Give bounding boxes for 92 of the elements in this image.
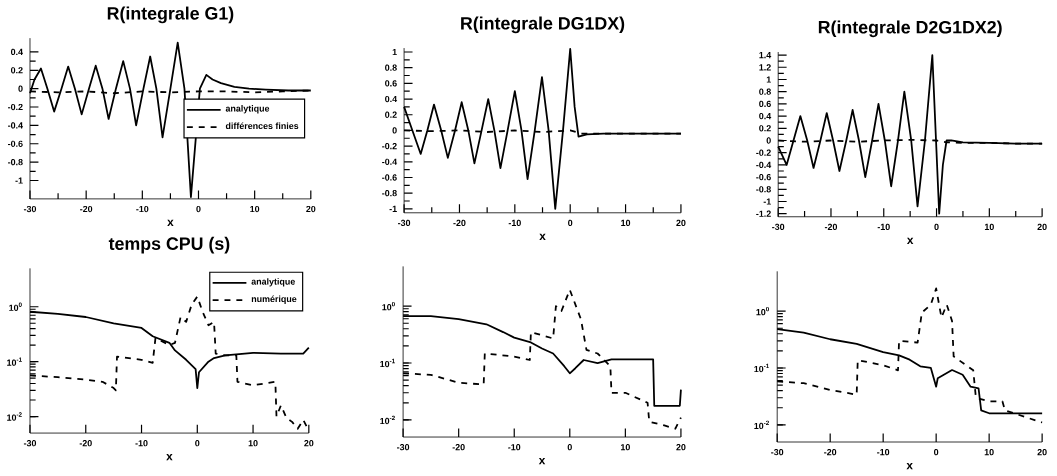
x-axis-title: x bbox=[167, 219, 174, 227]
y-tick-label: 10$^{0}$ bbox=[382, 302, 395, 311]
y-tick-label: 0.8 bbox=[759, 88, 771, 95]
x-tick-label: 20 bbox=[1037, 223, 1047, 231]
y-tick-label: 0 bbox=[18, 85, 23, 92]
x-axis-title: x bbox=[906, 237, 914, 245]
x-tick-label: -20 bbox=[824, 449, 837, 456]
x-tick-label: 10 bbox=[984, 223, 994, 231]
chart-title: R(integrale G1) bbox=[107, 6, 234, 24]
y-tick-label: -0.8 bbox=[382, 190, 397, 197]
y-tick-label: -0.2 bbox=[8, 103, 23, 111]
x-tick-label: -20 bbox=[824, 223, 838, 231]
x-tick-label: -30 bbox=[772, 223, 785, 231]
x-tick-label: -30 bbox=[771, 449, 784, 456]
y-tick-label: 0.4 bbox=[10, 48, 23, 56]
x-tick-label: -20 bbox=[80, 205, 93, 213]
x-tick-label: 0 bbox=[195, 440, 200, 447]
y-tick-label: -0.2 bbox=[756, 149, 771, 156]
y-tick-label: -1 bbox=[763, 198, 771, 205]
y-tick-label: 10$^{-2}$ bbox=[380, 415, 395, 425]
y-tick-label: 10$^{-1}$ bbox=[7, 357, 22, 366]
x-tick-label: 0 bbox=[934, 223, 939, 231]
x-tick-label: 0 bbox=[567, 444, 572, 451]
y-tick-label: 10$^{0}$ bbox=[756, 306, 769, 316]
x-tick-label: 10 bbox=[250, 205, 260, 213]
x-axis-title: x bbox=[539, 233, 546, 241]
x-axis-title: x bbox=[166, 454, 173, 461]
x-tick-label: -10 bbox=[135, 440, 148, 447]
y-tick-label: 10$^{-1}$ bbox=[754, 363, 770, 373]
y-tick-label: -1 bbox=[389, 205, 397, 213]
legend-label: différences finies bbox=[225, 122, 299, 130]
x-tick-label: 10 bbox=[984, 449, 994, 456]
y-tick-label: -0.6 bbox=[8, 140, 23, 148]
x-tick-label: -20 bbox=[452, 444, 465, 451]
y-tick-label: -0.4 bbox=[756, 161, 772, 169]
x-tick-label: 20 bbox=[676, 444, 686, 451]
y-tick-label: -0.8 bbox=[756, 186, 771, 193]
legend-label: analytique bbox=[251, 278, 295, 287]
x-tick-label: 20 bbox=[676, 219, 686, 227]
x-tick-label: 20 bbox=[306, 205, 316, 213]
y-tick-label: -0.8 bbox=[8, 159, 23, 166]
x-tick-label: -10 bbox=[508, 219, 521, 227]
y-tick-label: 0.4 bbox=[385, 96, 398, 103]
x-tick-label: 20 bbox=[1037, 449, 1047, 456]
y-tick-label: 10$^{-1}$ bbox=[380, 358, 395, 368]
x-tick-label: -10 bbox=[877, 449, 890, 456]
y-tick-label: 0.2 bbox=[385, 111, 397, 118]
x-tick-label: 10 bbox=[621, 219, 631, 227]
y-tick-label: 10$^{0}$ bbox=[9, 302, 22, 312]
x-tick-label: 10 bbox=[248, 440, 258, 447]
legend-label: numérique bbox=[251, 295, 297, 304]
x-tick-label: 0 bbox=[568, 219, 573, 227]
x-tick-label: -10 bbox=[508, 444, 521, 451]
legend-label: analytique bbox=[225, 105, 270, 114]
y-tick-label: 1.2 bbox=[759, 64, 771, 71]
y-tick-label: 0 bbox=[392, 127, 397, 134]
y-tick-label: 1.4 bbox=[759, 52, 772, 59]
y-tick-label: -0.6 bbox=[382, 174, 397, 181]
x-tick-label: 20 bbox=[304, 440, 314, 447]
x-axis-title: x bbox=[906, 463, 913, 470]
x-tick-label: -30 bbox=[397, 444, 410, 451]
y-tick-label: 1 bbox=[392, 49, 397, 56]
y-tick-label: -0.6 bbox=[756, 174, 771, 181]
x-axis-title: x bbox=[538, 458, 546, 465]
y-tick-label: 0.8 bbox=[385, 64, 397, 71]
y-tick-label: 0.4 bbox=[759, 113, 772, 120]
chart-title: temps CPU (s) bbox=[108, 236, 230, 254]
x-tick-label: -30 bbox=[23, 205, 37, 213]
y-tick-label: -1 bbox=[15, 177, 23, 184]
x-tick-label: -20 bbox=[453, 219, 466, 227]
x-tick-label: -10 bbox=[136, 205, 149, 213]
y-tick-label: 0.6 bbox=[759, 100, 771, 108]
y-tick-label: 0.2 bbox=[759, 125, 771, 132]
x-tick-label: 0 bbox=[196, 205, 201, 213]
chart-title: R(integrale D2G1DX2) bbox=[818, 20, 1002, 38]
y-tick-label: 10$^{-2}$ bbox=[7, 412, 22, 421]
x-tick-label: 10 bbox=[620, 444, 630, 451]
x-tick-label: -30 bbox=[23, 440, 37, 447]
chart-title: R(integrale DG1DX) bbox=[461, 16, 625, 34]
x-tick-label: -30 bbox=[398, 219, 411, 227]
y-tick-label: -0.4 bbox=[8, 122, 23, 129]
y-tick-label: -1.2 bbox=[756, 210, 771, 217]
y-tick-label: 0.2 bbox=[10, 67, 23, 74]
y-tick-label: 1 bbox=[766, 76, 771, 83]
y-tick-label: -0.2 bbox=[382, 143, 397, 150]
y-tick-label: -0.4 bbox=[382, 158, 398, 166]
y-tick-label: 0 bbox=[766, 137, 771, 144]
y-tick-label: 10$^{-2}$ bbox=[754, 420, 769, 430]
x-tick-label: -20 bbox=[79, 440, 92, 447]
x-tick-label: -10 bbox=[877, 223, 890, 231]
y-tick-label: 0.6 bbox=[385, 80, 397, 87]
x-tick-label: 0 bbox=[934, 449, 939, 456]
